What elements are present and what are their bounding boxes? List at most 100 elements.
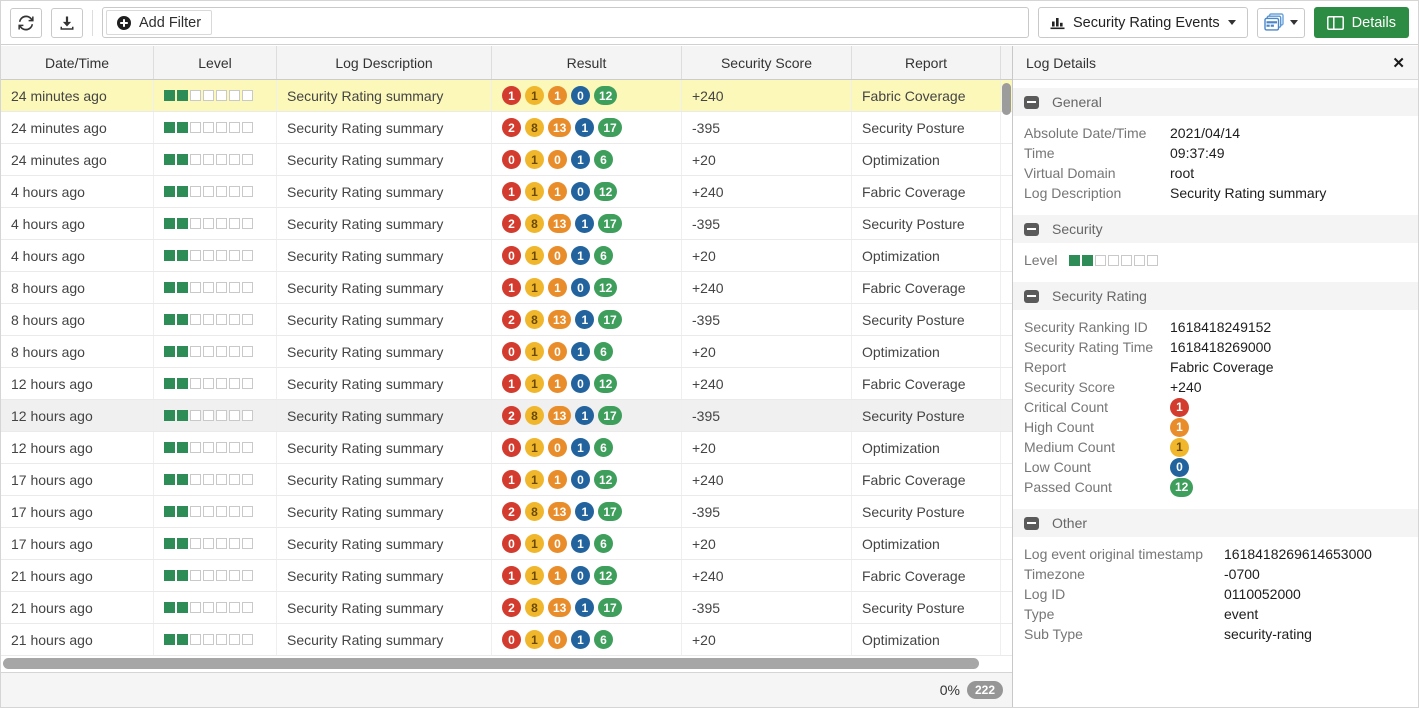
table-row[interactable]: 24 minutes agoSecurity Rating summary111…	[1, 80, 1012, 112]
field-label: Security Score	[1024, 377, 1170, 397]
column-header-date-time[interactable]: Date/Time	[1, 46, 154, 79]
table-row[interactable]: 4 hours agoSecurity Rating summary111012…	[1, 176, 1012, 208]
column-header-level[interactable]: Level	[154, 46, 277, 79]
table-row[interactable]: 21 hours agoSecurity Rating summary01016…	[1, 624, 1012, 656]
level-segment-empty	[190, 250, 201, 261]
vertical-scrollbar-thumb[interactable]	[1002, 83, 1011, 115]
level-segment-empty	[203, 90, 214, 101]
column-settings-button[interactable]	[1257, 8, 1305, 38]
table-row[interactable]: 21 hours agoSecurity Rating summary28131…	[1, 592, 1012, 624]
level-segment-empty	[190, 186, 201, 197]
high-count-badge: 0	[548, 630, 567, 649]
field-value: 12	[1170, 478, 1197, 497]
cell-log-description: Security Rating summary	[277, 528, 492, 559]
table-row[interactable]: 17 hours agoSecurity Rating summary01016…	[1, 528, 1012, 560]
table-row[interactable]: 12 hours agoSecurity Rating summary11101…	[1, 368, 1012, 400]
close-icon[interactable]: ✕	[1392, 54, 1405, 72]
field-label: Time	[1024, 143, 1170, 163]
column-header-log-description[interactable]: Log Description	[277, 46, 492, 79]
cell-level	[154, 240, 277, 271]
cell-result: 01016	[492, 336, 682, 367]
table-row[interactable]: 12 hours agoSecurity Rating summary01016…	[1, 432, 1012, 464]
level-segment-empty	[242, 314, 253, 325]
horizontal-scrollbar[interactable]	[1, 656, 1012, 672]
section-title: Security Rating	[1052, 288, 1147, 304]
column-header-report[interactable]: Report	[852, 46, 1001, 79]
cell-datetime: 8 hours ago	[1, 304, 154, 335]
level-segment-empty	[229, 250, 240, 261]
high-count-badge: 13	[548, 310, 571, 329]
log-details-panel: Log Details ✕ GeneralAbsolute Date/Time2…	[1013, 46, 1418, 707]
field-row-type: Typeevent	[1024, 604, 1407, 624]
cell-report: Security Posture	[852, 112, 1001, 143]
refresh-button[interactable]	[10, 8, 42, 38]
level-segment-empty	[203, 218, 214, 229]
table-row[interactable]: 8 hours agoSecurity Rating summary01016+…	[1, 336, 1012, 368]
high-count-badge: 13	[548, 118, 571, 137]
details-toggle-button[interactable]: Details	[1314, 7, 1409, 38]
severity-level-bar	[164, 634, 253, 645]
level-segment-filled	[177, 634, 188, 645]
section-header-other[interactable]: Other	[1013, 509, 1418, 537]
table-row[interactable]: 24 minutes agoSecurity Rating summary010…	[1, 144, 1012, 176]
section-header-security-rating[interactable]: Security Rating	[1013, 282, 1418, 310]
level-segment-empty	[229, 90, 240, 101]
high-count-badge: 0	[548, 534, 567, 553]
table-row[interactable]: 12 hours agoSecurity Rating summary28131…	[1, 400, 1012, 432]
medium-count-badge: 1	[1170, 438, 1189, 457]
field-row-sub-type: Sub Typesecurity-rating	[1024, 624, 1407, 644]
add-filter-button[interactable]: Add Filter	[106, 10, 212, 35]
table-row[interactable]: 4 hours agoSecurity Rating summary281311…	[1, 208, 1012, 240]
level-segment-empty	[216, 282, 227, 293]
view-selector-button[interactable]: Security Rating Events	[1038, 7, 1248, 38]
low-count-badge: 1	[575, 406, 594, 425]
section-header-security[interactable]: Security	[1013, 215, 1418, 243]
view-selector-label: Security Rating Events	[1073, 15, 1220, 31]
field-value: -0700	[1224, 564, 1260, 584]
cell-result: 01016	[492, 528, 682, 559]
level-segment-empty	[190, 570, 201, 581]
cell-datetime: 24 minutes ago	[1, 144, 154, 175]
section-header-general[interactable]: General	[1013, 88, 1418, 116]
table-row[interactable]: 4 hours agoSecurity Rating summary01016+…	[1, 240, 1012, 272]
cell-log-description: Security Rating summary	[277, 368, 492, 399]
level-segment-filled	[177, 378, 188, 389]
table-row[interactable]: 24 minutes agoSecurity Rating summary281…	[1, 112, 1012, 144]
cell-report: Security Posture	[852, 592, 1001, 623]
horizontal-scrollbar-thumb[interactable]	[3, 658, 979, 669]
table-row[interactable]: 17 hours agoSecurity Rating summary28131…	[1, 496, 1012, 528]
high-count-badge: 1	[548, 182, 567, 201]
table-row[interactable]: 17 hours agoSecurity Rating summary11101…	[1, 464, 1012, 496]
level-segment-empty	[190, 506, 201, 517]
level-segment-empty	[216, 346, 227, 357]
high-count-badge: 0	[548, 342, 567, 361]
cell-datetime: 12 hours ago	[1, 368, 154, 399]
critical-count-badge: 1	[1170, 398, 1189, 417]
section-general: GeneralAbsolute Date/Time2021/04/14Time0…	[1013, 88, 1418, 207]
cell-datetime: 12 hours ago	[1, 400, 154, 431]
column-header-security-score[interactable]: Security Score	[682, 46, 852, 79]
level-segment-filled	[164, 154, 175, 165]
cell-level	[154, 304, 277, 335]
section-title: General	[1052, 94, 1102, 110]
level-segment-empty	[229, 506, 240, 517]
column-header-result[interactable]: Result	[492, 46, 682, 79]
log-table: Date/TimeLevelLog DescriptionResultSecur…	[1, 46, 1013, 707]
cell-datetime: 4 hours ago	[1, 176, 154, 207]
level-segment-empty	[216, 186, 227, 197]
cell-result: 2813117	[492, 208, 682, 239]
field-label: Passed Count	[1024, 477, 1170, 497]
filter-bar[interactable]: Add Filter	[102, 7, 1029, 38]
table-row[interactable]: 21 hours agoSecurity Rating summary11101…	[1, 560, 1012, 592]
table-row[interactable]: 8 hours agoSecurity Rating summary281311…	[1, 304, 1012, 336]
section-title: Other	[1052, 515, 1087, 531]
cell-report: Optimization	[852, 624, 1001, 655]
field-label: Log Description	[1024, 183, 1170, 203]
severity-level-bar	[164, 474, 253, 485]
severity-level-bar	[1069, 255, 1158, 266]
level-segment-empty	[242, 634, 253, 645]
field-label: Log event original timestamp	[1024, 544, 1224, 564]
level-segment-filled	[177, 186, 188, 197]
download-button[interactable]	[51, 8, 83, 38]
table-row[interactable]: 8 hours agoSecurity Rating summary111012…	[1, 272, 1012, 304]
